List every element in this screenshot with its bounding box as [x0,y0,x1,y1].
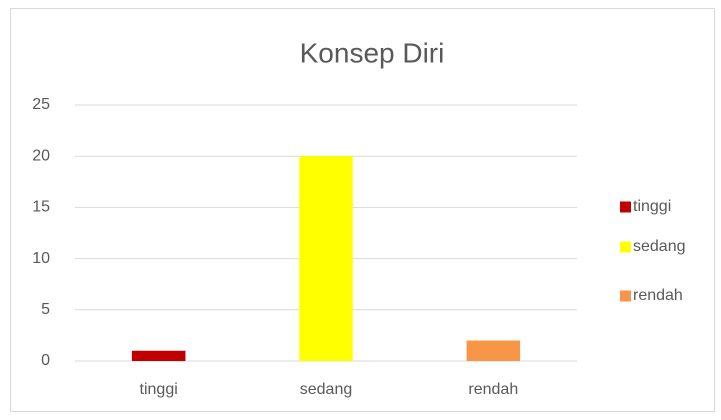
legend-label: sedang [633,238,686,255]
x-tick-label: rendah [468,381,518,398]
y-tick-label: 15 [32,199,50,216]
x-tick-label: tinggi [140,381,178,398]
legend-label: tinggi [633,198,671,215]
bar [299,156,353,361]
legend-swatch [620,241,631,253]
legend-swatch [620,290,631,302]
y-tick-label: 20 [32,147,50,164]
y-tick-label: 25 [32,96,50,113]
chart-border [10,8,715,412]
bar [131,350,186,361]
legend-swatch [620,201,631,213]
chart-title: Konsep Diri [300,37,445,68]
x-tick-label: sedang [300,381,353,398]
y-tick-label: 5 [41,301,50,318]
y-tick-label: 10 [32,250,50,267]
legend-label: rendah [633,287,683,304]
bar [466,340,521,361]
y-tick-label: 0 [41,352,50,369]
